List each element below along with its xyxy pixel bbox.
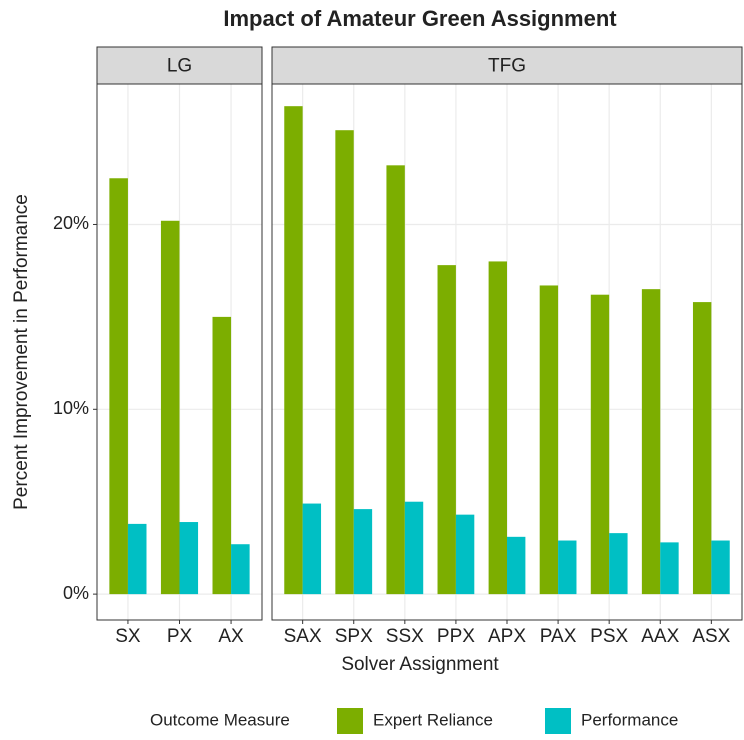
x-tick-label: SAX: [284, 626, 322, 647]
bar: [609, 533, 628, 595]
bar: [711, 540, 730, 595]
bar: [386, 165, 405, 595]
bar: [160, 220, 180, 595]
legend-key: [545, 708, 571, 734]
x-tick-label: AAX: [641, 626, 679, 647]
chart-title: Impact of Amateur Green Assignment: [223, 6, 617, 31]
strip-label: LG: [167, 56, 192, 77]
x-axis-label: Solver Assignment: [341, 654, 499, 675]
y-tick-label: 0%: [63, 583, 89, 603]
bar: [109, 178, 128, 595]
bar: [437, 265, 456, 595]
bar: [590, 294, 610, 595]
bar: [641, 289, 661, 595]
legend-label: Expert Reliance: [373, 710, 493, 729]
bar: [179, 522, 199, 595]
bar: [231, 544, 250, 595]
y-axis-label: Percent Improvement in Performance: [11, 194, 32, 510]
bar: [692, 302, 712, 595]
x-tick-label: SPX: [335, 626, 373, 647]
x-tick-label: SX: [115, 626, 141, 647]
bar: [353, 509, 373, 595]
strip: [96, 46, 263, 85]
y-tick-label: 20%: [53, 213, 89, 233]
bar: [212, 316, 232, 595]
x-tick-label: SSX: [386, 626, 424, 647]
x-tick-label: APX: [488, 626, 526, 647]
bar: [558, 540, 577, 595]
bar: [335, 130, 354, 595]
x-tick-label: PSX: [590, 626, 628, 647]
panel-border: [271, 83, 743, 621]
y-tick-label: 10%: [53, 398, 89, 418]
legend-title: Outcome Measure: [150, 710, 290, 729]
bar: [660, 542, 679, 595]
x-tick-label: AX: [218, 626, 244, 647]
x-tick-label: PAX: [540, 626, 577, 647]
bar: [404, 501, 424, 595]
x-tick-label: ASX: [692, 626, 730, 647]
strip-label: TFG: [488, 56, 526, 77]
bar: [302, 503, 322, 595]
bar: [488, 261, 507, 595]
x-tick-label: PX: [167, 626, 193, 647]
bar: [284, 106, 303, 595]
bar: [539, 285, 559, 595]
x-tick-label: PPX: [437, 626, 475, 647]
legend-key: [337, 708, 363, 734]
legend-label: Performance: [581, 710, 678, 729]
bar: [455, 514, 475, 595]
bar: [127, 523, 147, 595]
strip: [271, 46, 743, 85]
panel-border: [96, 83, 263, 621]
bar: [507, 536, 526, 595]
